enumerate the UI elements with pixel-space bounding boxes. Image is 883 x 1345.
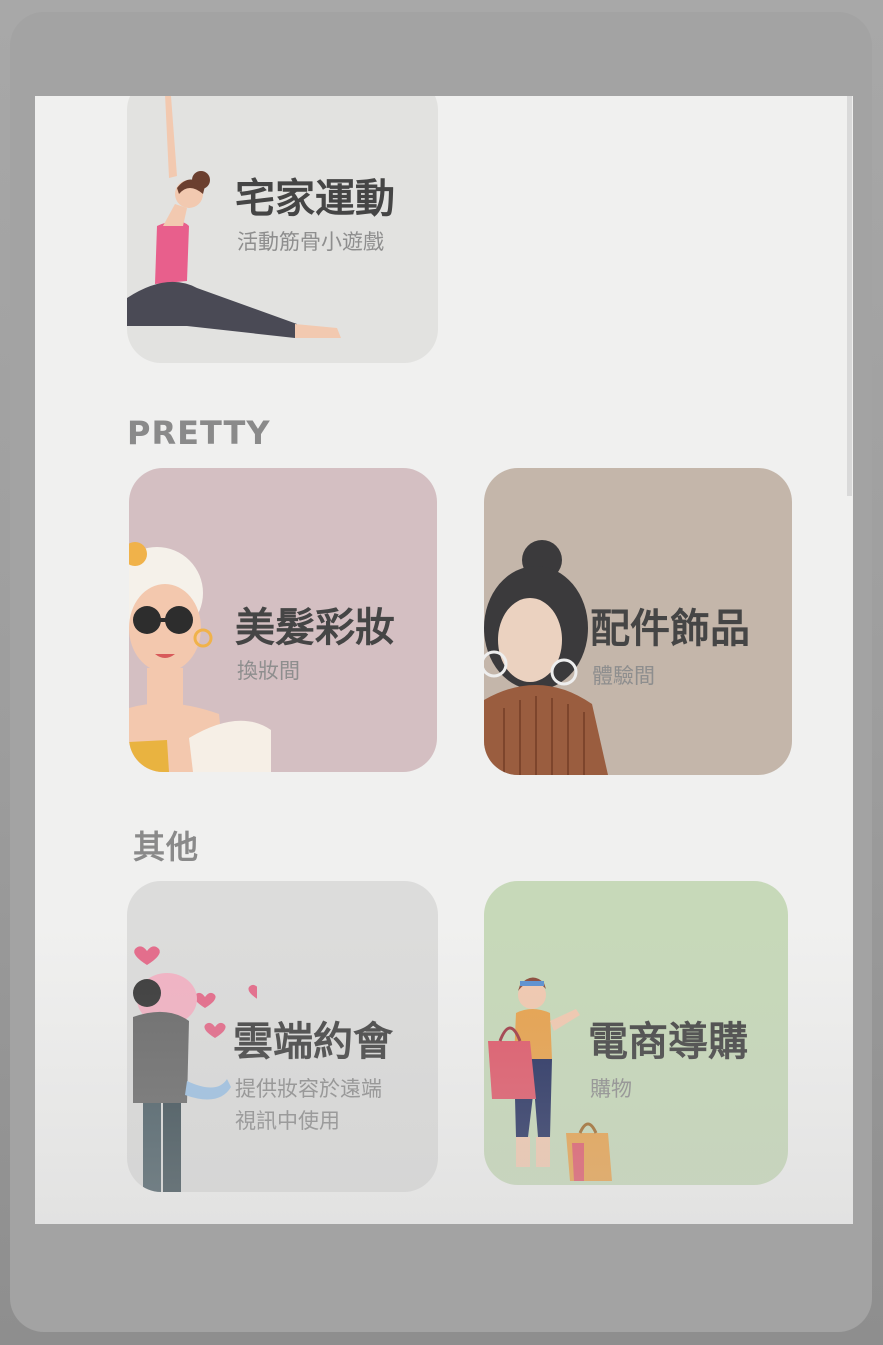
card-subtitle: 體驗間 (592, 664, 655, 688)
card-title: 宅家運動 (235, 176, 395, 222)
card-title: 美髮彩妝 (235, 605, 395, 651)
card-cloud-date[interactable]: 雲端約會 提供妝容於遠端 視訊中使用 (127, 881, 438, 1192)
woman-hoop-earrings-icon (484, 540, 608, 775)
app-screen: 宅家運動 活動筋骨小遊戲 PRETTY 美髮彩妝 換妝間 (35, 96, 853, 1224)
card-title: 雲端約會 (233, 1019, 393, 1065)
card-accessories[interactable]: 配件飾品 體驗間 (484, 468, 792, 775)
card-hair-makeup[interactable]: 美髮彩妝 換妝間 (129, 468, 437, 772)
yoga-pose-woman-icon (127, 96, 341, 338)
card-title: 電商導購 (588, 1019, 748, 1065)
card-subtitle: 活動筋骨小遊戲 (237, 230, 384, 254)
card-title: 配件飾品 (590, 606, 750, 652)
section-title-pretty: PRETTY (127, 414, 271, 452)
woman-shopping-bags-icon (488, 977, 612, 1181)
card-home-workout[interactable]: 宅家運動 活動筋骨小遊戲 (127, 96, 438, 363)
card-subtitle: 提供妝容於遠端 視訊中使用 (235, 1077, 382, 1133)
couple-hugging-hearts-icon (133, 946, 257, 1192)
card-subtitle: 購物 (590, 1077, 632, 1101)
card-subtitle: 換妝間 (237, 659, 300, 683)
card-ecommerce[interactable]: 電商導購 購物 (484, 881, 788, 1185)
woman-sunglasses-icon (129, 542, 271, 772)
scrollbar[interactable] (847, 96, 852, 496)
section-title-other: 其他 (133, 828, 200, 866)
